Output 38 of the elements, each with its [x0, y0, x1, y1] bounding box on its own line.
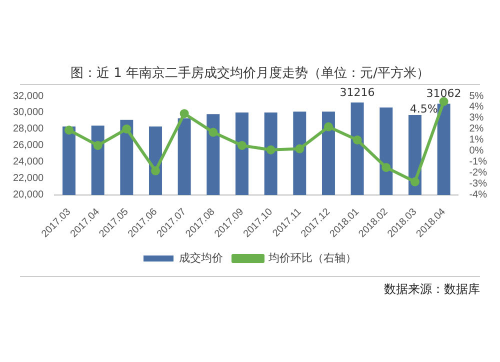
y-tick-label: 24,000 [12, 156, 44, 168]
point [237, 140, 246, 150]
point [324, 122, 333, 132]
point [266, 145, 276, 154]
y2-tick-label: -2% [469, 168, 488, 179]
y2-tick-label: -3% [469, 178, 488, 190]
data-label: 4.5% [410, 102, 438, 116]
legend-label: 成交均价 [179, 252, 223, 265]
legend-label: 均价环比（右轴） [268, 252, 356, 265]
y-tick-label: 28,000 [12, 124, 44, 135]
y2-tick-label: -4% [469, 190, 488, 201]
y-tick-label: 22,000 [12, 173, 44, 184]
source-note: 数据来源：数据库 [384, 281, 480, 298]
y2-tick-label: 5% [469, 90, 484, 102]
point [295, 144, 304, 154]
y-tick-label: 26,000 [12, 140, 44, 152]
y2-tick-label: 0% [469, 146, 484, 157]
y2-tick-label: 2% [469, 124, 484, 135]
y-tick-label: 30,000 [12, 107, 44, 118]
point [180, 109, 189, 118]
y2-tick-label: 3% [469, 112, 484, 124]
data-label: 31216 [340, 86, 375, 99]
point [352, 135, 362, 144]
y-tick-label: 20,000 [12, 190, 44, 201]
point [93, 140, 102, 150]
point [382, 162, 391, 172]
point [64, 126, 74, 135]
point [150, 166, 160, 176]
y2-tick-label: -1% [469, 156, 488, 168]
chart-title: 图：近 1 年南京二手房成交均价月度走势（单位：元/平方米） [70, 65, 430, 82]
data-label: 31062 [426, 87, 462, 100]
point [439, 97, 448, 106]
y2-tick-label: 1% [469, 134, 484, 146]
point [410, 177, 420, 186]
point [208, 128, 218, 137]
y-tick-label: 32,000 [12, 90, 44, 102]
y2-tick-label: 4% [469, 102, 484, 113]
point [122, 124, 132, 134]
